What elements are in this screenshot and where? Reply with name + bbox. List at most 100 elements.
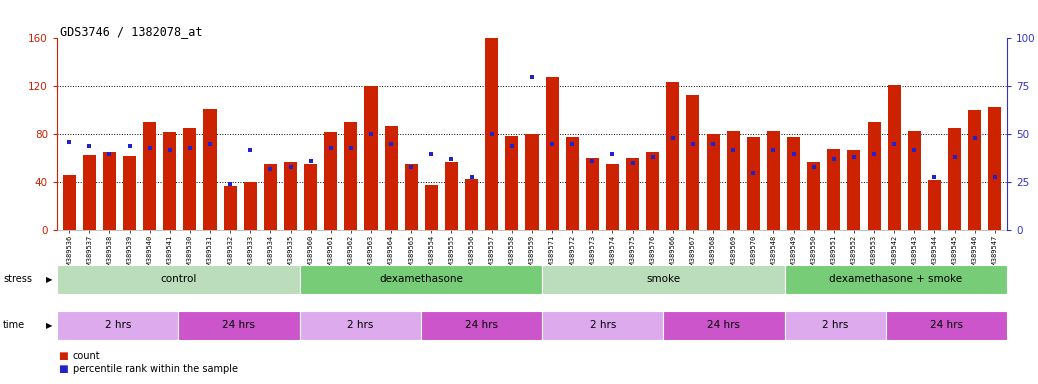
Point: [846, 154, 863, 161]
Bar: [324, 132, 337, 230]
Bar: [827, 149, 841, 230]
Text: GDS3746 / 1382078_at: GDS3746 / 1382078_at: [60, 25, 202, 38]
Point: [986, 174, 1003, 180]
Bar: [184, 128, 196, 230]
Bar: [143, 122, 156, 230]
Point: [222, 181, 239, 187]
Point: [162, 147, 179, 153]
Text: 2 hrs: 2 hrs: [590, 320, 616, 331]
Bar: [887, 85, 901, 230]
Point: [201, 141, 218, 147]
Bar: [785, 311, 885, 340]
Bar: [445, 162, 458, 230]
Text: time: time: [3, 320, 25, 330]
Bar: [364, 86, 378, 230]
Text: smoke: smoke: [647, 274, 680, 285]
Bar: [787, 137, 800, 230]
Bar: [948, 128, 961, 230]
Point: [725, 147, 741, 153]
Point: [645, 154, 661, 161]
Point: [362, 131, 379, 137]
Bar: [284, 162, 297, 230]
Bar: [606, 164, 619, 230]
Text: 24 hrs: 24 hrs: [465, 320, 498, 331]
Point: [484, 131, 500, 137]
Point: [61, 139, 78, 145]
Point: [544, 141, 561, 147]
Bar: [885, 311, 1007, 340]
Bar: [666, 81, 679, 230]
Bar: [122, 156, 136, 230]
Bar: [300, 265, 542, 294]
Text: 2 hrs: 2 hrs: [347, 320, 374, 331]
Bar: [767, 131, 780, 230]
Bar: [707, 134, 719, 230]
Text: count: count: [73, 351, 101, 361]
Point: [524, 74, 541, 80]
Point: [302, 158, 319, 164]
Bar: [727, 131, 740, 230]
Bar: [163, 132, 176, 230]
Bar: [420, 311, 542, 340]
Point: [323, 145, 339, 151]
Bar: [223, 186, 237, 230]
Bar: [542, 265, 785, 294]
Text: 2 hrs: 2 hrs: [822, 320, 848, 331]
Bar: [304, 164, 318, 230]
Point: [705, 141, 721, 147]
Bar: [988, 107, 1002, 230]
Bar: [485, 38, 498, 230]
Text: ▶: ▶: [46, 275, 52, 284]
Point: [885, 141, 902, 147]
Point: [443, 156, 460, 162]
Point: [101, 151, 117, 157]
Text: dexamethasone: dexamethasone: [379, 274, 463, 285]
Bar: [785, 265, 1007, 294]
Point: [745, 170, 762, 176]
Bar: [244, 182, 256, 230]
Text: ▶: ▶: [46, 321, 52, 330]
Point: [825, 156, 842, 162]
Bar: [928, 180, 941, 230]
Point: [805, 164, 822, 170]
Text: 24 hrs: 24 hrs: [708, 320, 740, 331]
Point: [503, 143, 520, 149]
Text: ■: ■: [58, 351, 67, 361]
Bar: [405, 164, 417, 230]
Point: [926, 174, 943, 180]
Bar: [385, 126, 398, 230]
Bar: [546, 77, 558, 230]
Text: percentile rank within the sample: percentile rank within the sample: [73, 364, 238, 374]
Bar: [465, 179, 479, 230]
Point: [966, 135, 983, 141]
Point: [81, 143, 98, 149]
Text: 24 hrs: 24 hrs: [222, 320, 255, 331]
Text: stress: stress: [3, 274, 32, 284]
Bar: [647, 152, 659, 230]
Bar: [57, 265, 300, 294]
Point: [424, 151, 440, 157]
Bar: [686, 95, 700, 230]
Point: [664, 135, 681, 141]
Bar: [663, 311, 785, 340]
Bar: [179, 311, 300, 340]
Bar: [542, 311, 663, 340]
Point: [242, 147, 258, 153]
Bar: [908, 131, 921, 230]
Bar: [626, 158, 639, 230]
Point: [584, 158, 601, 164]
Bar: [585, 158, 599, 230]
Bar: [345, 122, 357, 230]
Bar: [847, 150, 861, 230]
Text: 24 hrs: 24 hrs: [930, 320, 962, 331]
Bar: [868, 122, 880, 230]
Point: [383, 141, 400, 147]
Bar: [968, 111, 981, 230]
Text: ■: ■: [58, 364, 67, 374]
Point: [866, 151, 882, 157]
Bar: [62, 175, 76, 230]
Point: [604, 151, 621, 157]
Point: [343, 145, 359, 151]
Bar: [83, 155, 95, 230]
Point: [765, 147, 782, 153]
